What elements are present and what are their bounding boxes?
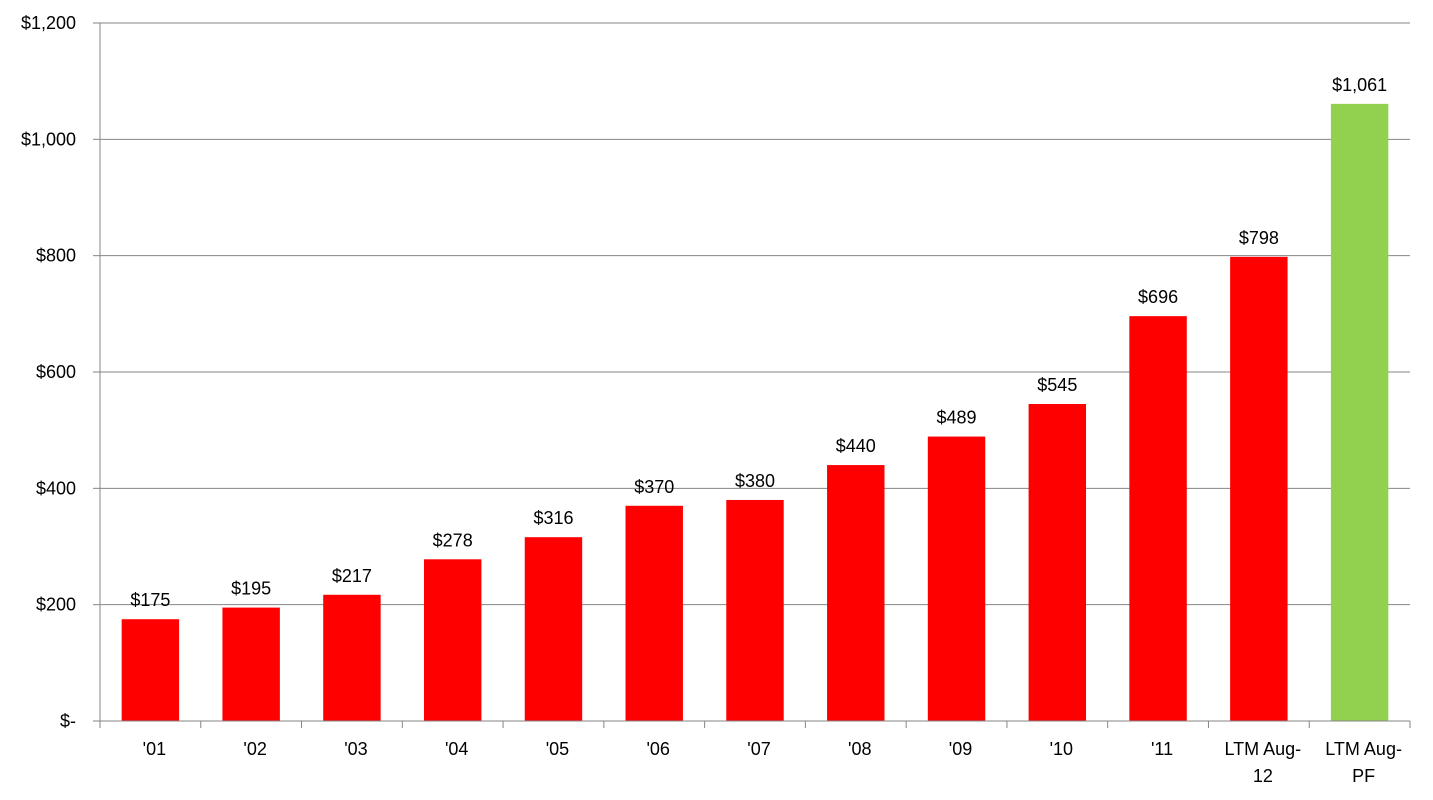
bar [323,594,381,721]
x-tick-label: '10 [1050,739,1073,759]
data-label: $175 [130,590,170,610]
gridlines [100,22,1410,606]
x-tick-label: '07 [747,739,770,759]
x-tick-label: '08 [848,739,871,759]
bar [1330,103,1389,721]
data-label: $217 [332,566,372,586]
x-tick-label: '03 [344,739,367,759]
axes [93,22,1411,728]
x-tick-label: '05 [546,739,569,759]
x-tick-label: LTM Aug- [1224,739,1301,759]
data-label: $195 [231,579,271,599]
y-tick-label: $200 [36,595,76,615]
x-tick-label: '01 [143,739,166,759]
x-tick-label: 12 [1253,766,1273,786]
x-tick-label: PF [1352,766,1375,786]
data-label: $696 [1138,287,1178,307]
bar [524,537,583,721]
bar [1129,316,1187,721]
x-tick-label: '04 [445,739,468,759]
x-tick-label: LTM Aug- [1325,739,1402,759]
bar [423,559,482,721]
y-tick-label: $800 [36,246,76,266]
data-label: $316 [533,508,573,528]
x-tick-label: '09 [949,739,972,759]
labels: $- $200 $400 $600 $800 $1,000 $1,200 $175 '01 $19… [21,13,1402,786]
bar [927,436,986,721]
data-label: $440 [836,436,876,456]
data-label: $380 [735,471,775,491]
bar [1230,256,1288,721]
data-label: $545 [1037,375,1077,395]
y-tick-label: $400 [36,478,76,498]
bars [121,103,1389,721]
y-tick-label: $1,000 [21,129,76,149]
y-tick-label: $600 [36,362,76,382]
data-label: $278 [433,530,473,550]
bar [726,499,784,721]
bar [222,607,280,721]
bar [827,465,885,721]
y-tick-label: $1,200 [21,13,76,33]
y-tick-label: $- [60,711,76,731]
x-tick-label: '02 [243,739,266,759]
bar [625,505,683,721]
x-tick-label: '11 [1151,739,1173,759]
data-label: $489 [937,408,977,428]
bar [121,619,180,721]
x-tick-label: '06 [646,739,669,759]
data-label: $1,061 [1332,75,1387,95]
bar [1028,403,1087,721]
data-label: $798 [1239,228,1279,248]
data-label: $370 [634,477,674,497]
